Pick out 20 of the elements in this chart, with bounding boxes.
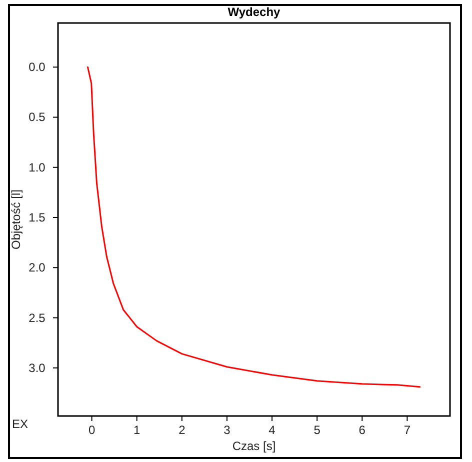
x-tick-label: 5	[314, 423, 321, 437]
x-tick-label: 4	[268, 423, 276, 437]
x-tick-label: 3	[224, 423, 231, 437]
x-tick-label: 0	[88, 423, 96, 437]
x-tick-label: 7	[404, 423, 411, 437]
y-tick-label: 3.0	[28, 360, 46, 375]
y-axis-title: Objętość [l]	[9, 189, 23, 250]
x-tick-label: 6	[358, 423, 366, 437]
x-axis-title: Czas [s]	[232, 439, 276, 453]
y-tick-label: 1.0	[28, 160, 46, 174]
line-series	[86, 66, 421, 388]
x-tick-label: 1	[134, 423, 141, 437]
y-tick-label: 2.0	[28, 260, 46, 275]
y-tick-label: 2.5	[28, 310, 46, 325]
text: EX	[12, 417, 28, 431]
chart-title: Wydechy	[228, 5, 281, 19]
x-tick-label: 2	[178, 423, 186, 437]
y-tick-label: 0.0	[28, 60, 46, 74]
y-tick-label: 1.5	[28, 210, 46, 224]
y-tick-label: 0.5	[28, 110, 46, 124]
